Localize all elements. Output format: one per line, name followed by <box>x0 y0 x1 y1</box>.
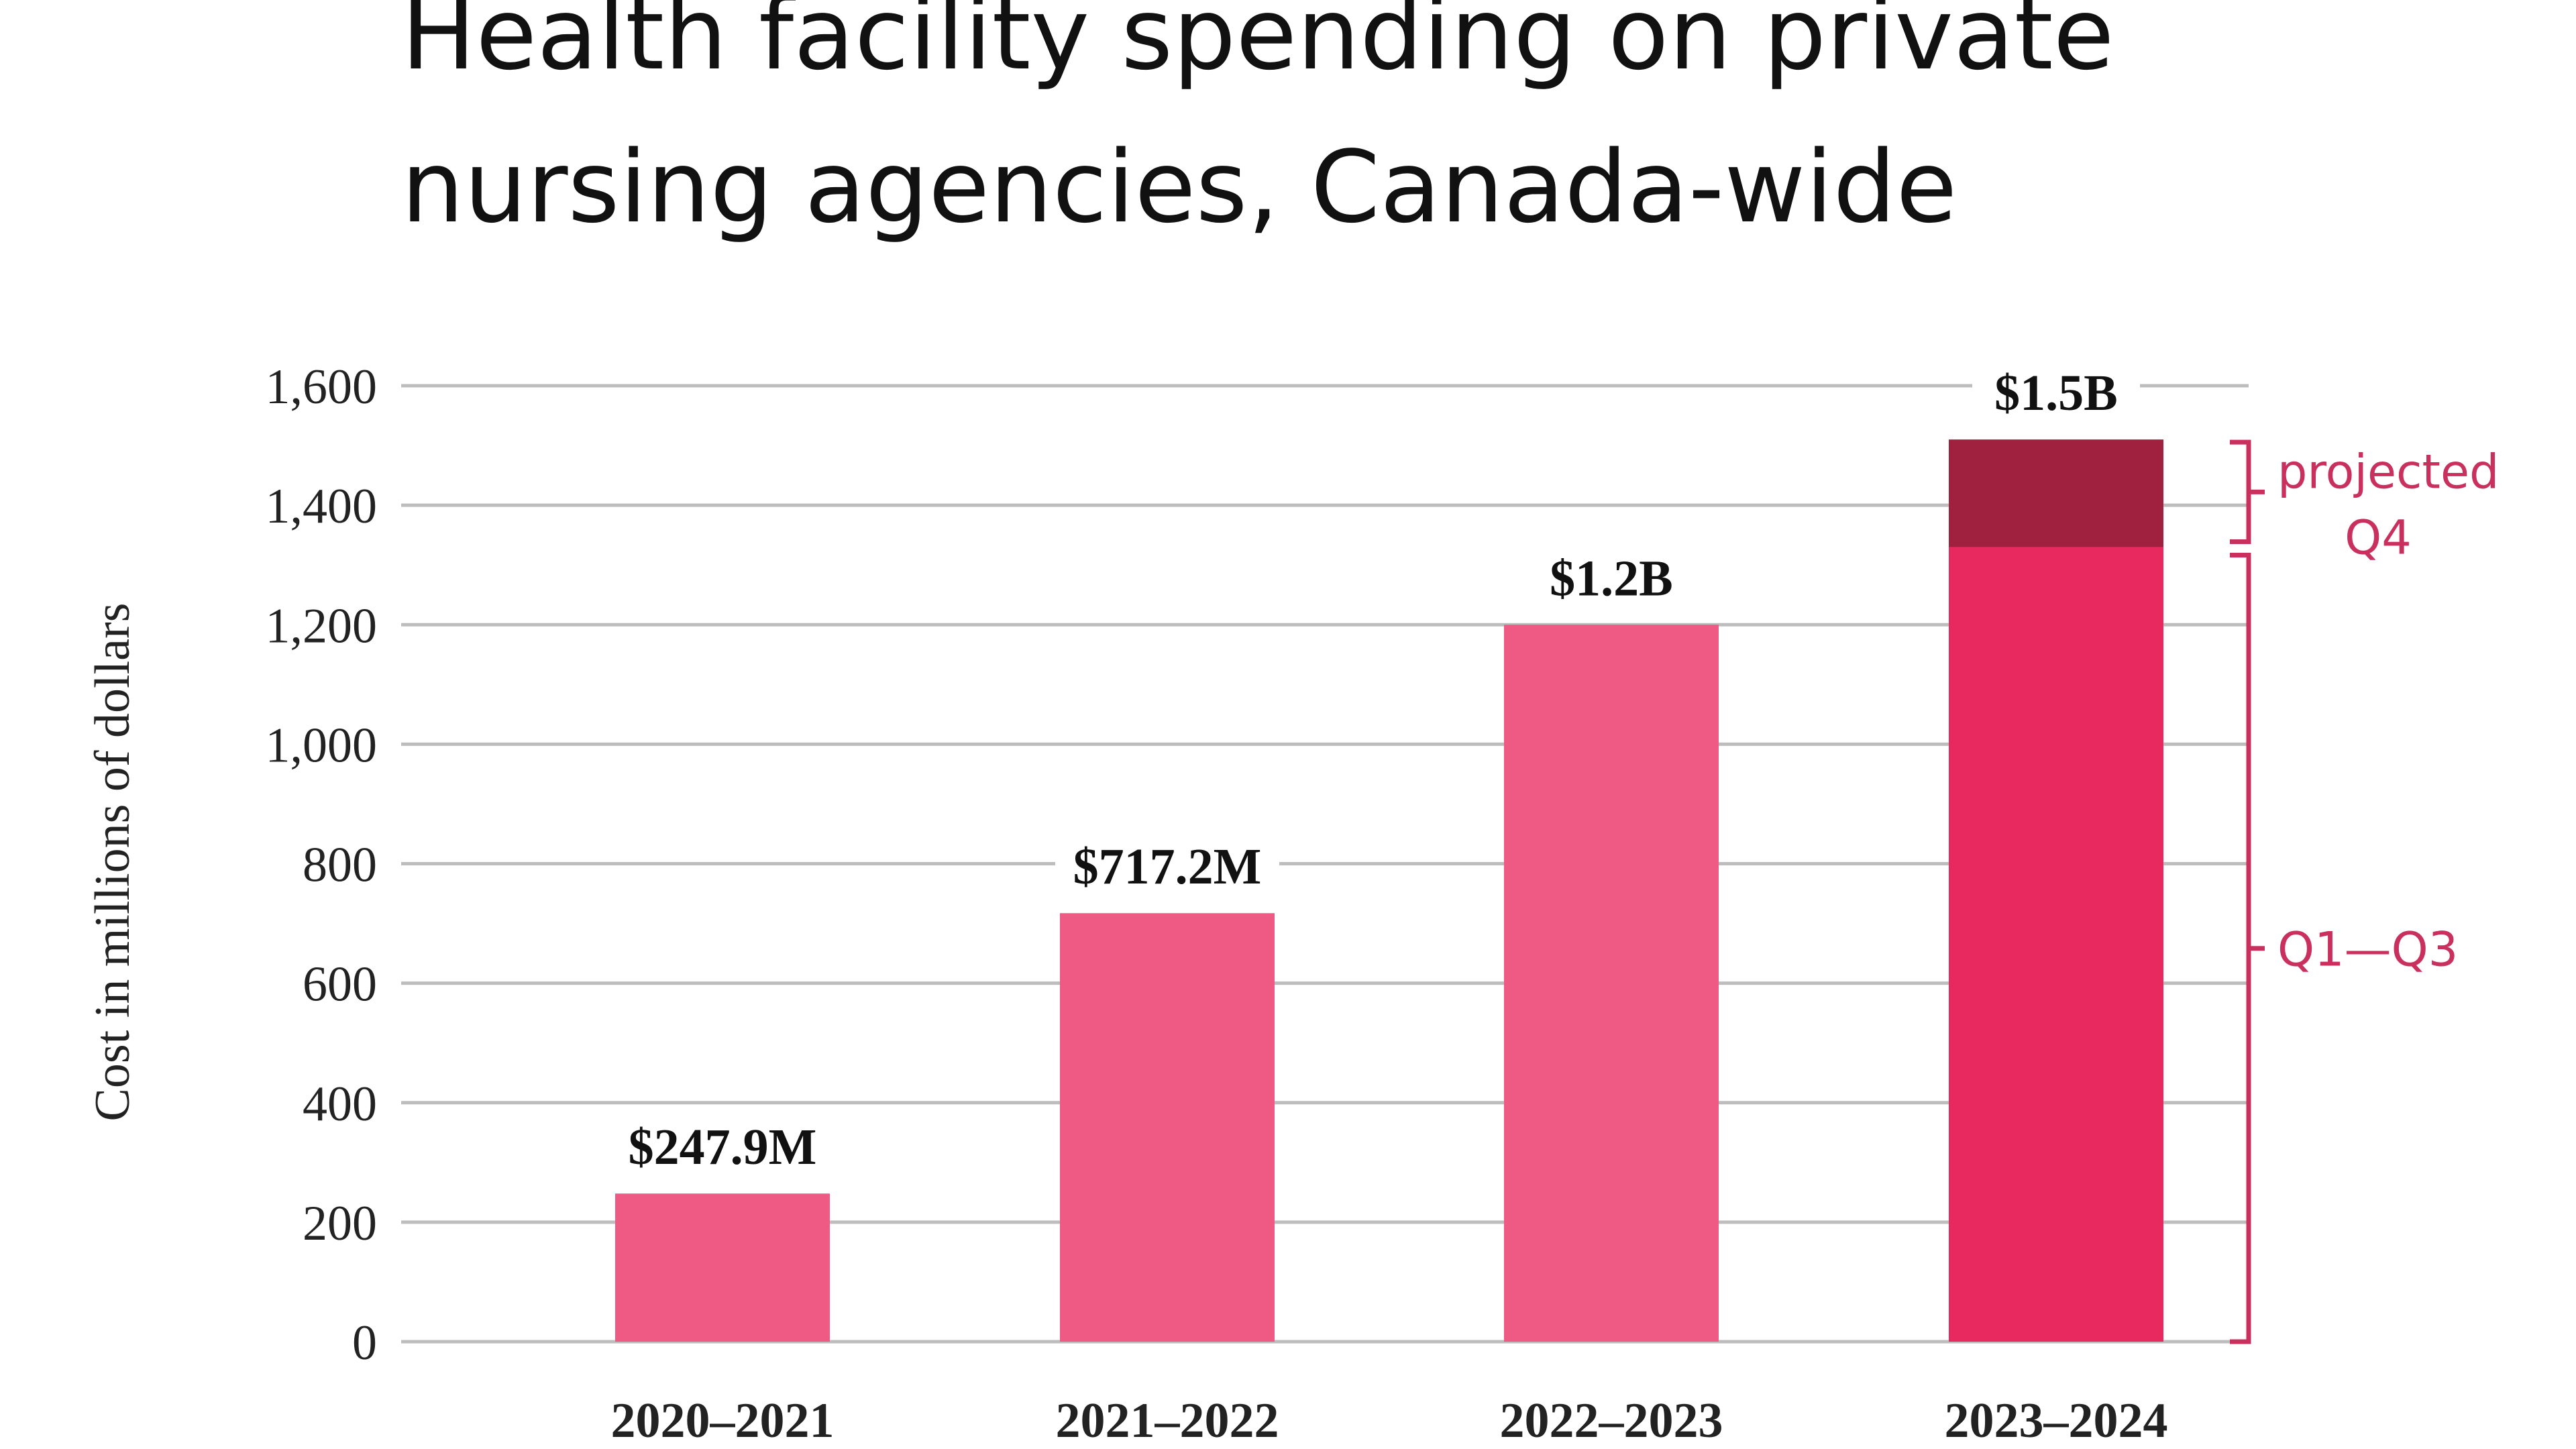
chart-title-line-2: nursing agencies, Canada-wide <box>401 129 1957 245</box>
bar-projected-q4 <box>1949 439 2163 547</box>
q1-q3-bracket <box>2230 552 2265 1344</box>
bar-q1-q3 <box>1504 625 1719 1342</box>
data-label: $1.2B <box>1550 550 1673 606</box>
data-label-background <box>1055 831 1279 899</box>
y-tick-label: 800 <box>303 838 377 893</box>
data-label-background <box>1972 358 2140 425</box>
labels: $247.9M 2020–2021 $717.2M 2021–2022 $1.2B 202… <box>610 358 2168 1448</box>
bar-q1-q3 <box>1060 913 1275 1342</box>
bar-q1-q3 <box>1949 547 2163 1342</box>
annotations: projected Q4 Q1—Q3 <box>2230 439 2499 1344</box>
y-tick-label: 600 <box>303 957 377 1012</box>
y-tick-label: 0 <box>352 1316 377 1371</box>
chart-title-line-1: Health facility spending on private <box>401 0 2114 92</box>
bars <box>615 439 2163 1342</box>
annotation-q1-q3: Q1—Q3 <box>2277 922 2458 977</box>
projected-q4-bracket <box>2230 439 2265 544</box>
data-label: $1.5B <box>1994 365 2118 421</box>
gridlines: 0 200 400 600 800 1,000 1,200 1,400 1,600 <box>266 360 2249 1371</box>
data-label: $717.2M <box>1073 839 1262 895</box>
bar-q1-q3 <box>615 1193 830 1342</box>
y-tick-label: 1,600 <box>266 360 378 415</box>
x-tick-label: 2021–2022 <box>1056 1393 1279 1448</box>
y-axis-label: Cost in millions of dollars <box>85 603 140 1122</box>
y-tick-label: 1,200 <box>266 598 378 653</box>
data-label-background <box>1527 543 1695 610</box>
data-label: $247.9M <box>629 1119 817 1175</box>
y-tick-label: 1,000 <box>266 718 378 773</box>
x-tick-label: 2023–2024 <box>1945 1393 2168 1448</box>
annotation-projected: projected <box>2277 444 2499 499</box>
x-tick-label: 2022–2023 <box>1500 1393 1723 1448</box>
data-label-background <box>610 1112 835 1179</box>
y-tick-label: 1,400 <box>266 479 378 534</box>
annotation-q4: Q4 <box>2345 510 2412 565</box>
y-tick-label: 400 <box>303 1077 377 1132</box>
x-tick-label: 2020–2021 <box>611 1393 835 1448</box>
y-tick-label: 200 <box>303 1196 377 1251</box>
